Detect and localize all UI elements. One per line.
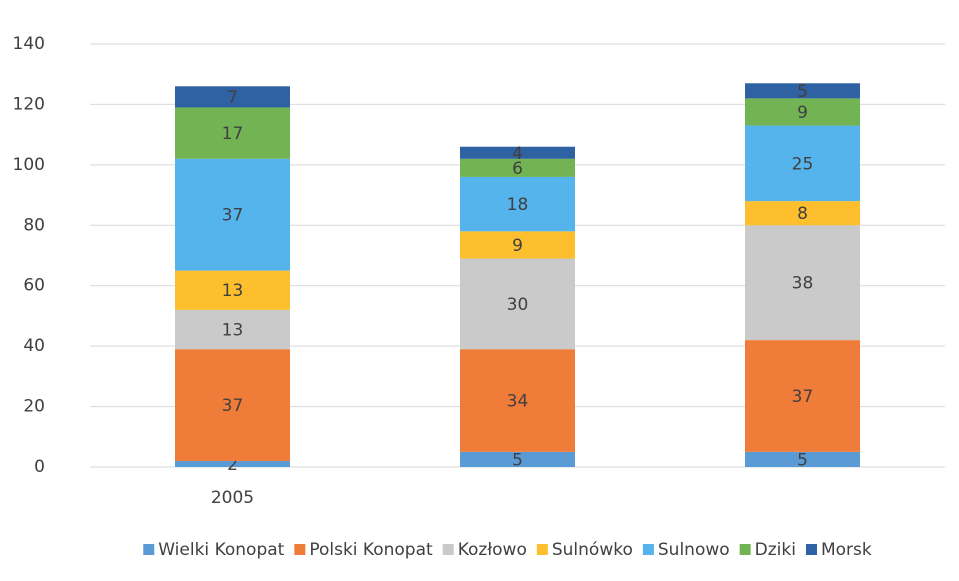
legend-swatch — [143, 544, 155, 555]
legend-swatch — [536, 544, 548, 555]
y-tick-label: 80 — [23, 215, 45, 235]
legend-item: Sulnowo — [642, 540, 730, 560]
y-tick-label: 40 — [23, 336, 45, 356]
bar-segment — [175, 309, 290, 350]
legend-item: Sulnówko — [536, 540, 633, 560]
legend-swatch — [739, 544, 751, 555]
y-tick-label: 0 — [34, 457, 45, 477]
data-label: 7 — [227, 88, 238, 108]
bar-segment — [745, 83, 860, 99]
data-label: 37 — [222, 396, 244, 416]
data-label: 2 — [227, 455, 238, 475]
legend-label: Sulnowo — [658, 540, 730, 560]
data-label: 13 — [222, 321, 244, 341]
legend-item: Morsk — [805, 540, 872, 560]
data-label: 25 — [792, 154, 814, 174]
legend-swatch — [442, 544, 454, 555]
data-label: 6 — [512, 159, 523, 179]
bar-segment — [175, 86, 290, 108]
data-label: 5 — [797, 450, 808, 470]
data-label: 9 — [797, 103, 808, 123]
bar-segment — [745, 451, 860, 467]
y-tick-label: 140 — [13, 34, 45, 54]
data-label: 37 — [222, 206, 244, 226]
data-label: 8 — [797, 204, 808, 224]
bar-segment — [460, 349, 575, 452]
legend-swatch — [294, 544, 306, 555]
data-label: 4 — [512, 144, 523, 164]
y-tick-label: 120 — [13, 94, 45, 114]
y-tick-label: 60 — [23, 276, 45, 296]
bar-segment — [460, 158, 575, 177]
data-label: 38 — [792, 274, 814, 294]
y-tick-label: 100 — [13, 155, 45, 175]
bar-segment — [745, 225, 860, 341]
data-label: 5 — [797, 82, 808, 102]
legend-label: Dziki — [755, 540, 796, 560]
bar-segment — [745, 201, 860, 226]
bar-segment — [745, 98, 860, 126]
bar-segment — [460, 231, 575, 259]
data-label: 13 — [222, 281, 244, 301]
legend-item: Kozłowo — [442, 540, 527, 560]
bar-segment — [460, 146, 575, 159]
legend-item: Dziki — [739, 540, 796, 560]
legend-label: Morsk — [821, 540, 872, 560]
bar-segment — [460, 258, 575, 350]
data-label: 18 — [507, 195, 529, 215]
data-label: 5 — [512, 450, 523, 470]
data-label: 17 — [222, 124, 244, 144]
bar-segment — [175, 460, 290, 467]
data-label: 37 — [792, 387, 814, 407]
legend-item: Polski Konopat — [294, 540, 433, 560]
legend-label: Wielki Konopat — [158, 540, 284, 560]
bar-segment — [175, 158, 290, 271]
bar-segment — [175, 107, 290, 159]
legend-item: Wielki Konopat — [143, 540, 285, 560]
data-label: 9 — [512, 236, 523, 256]
y-tick-label: 20 — [23, 397, 45, 417]
legend-label: Polski Konopat — [309, 540, 433, 560]
bar-segment — [175, 270, 290, 310]
data-label: 34 — [507, 392, 529, 412]
bar-segment — [745, 340, 860, 452]
data-label: 30 — [507, 295, 529, 315]
bar-segment — [745, 125, 860, 202]
legend-swatch — [805, 544, 817, 555]
legend-swatch — [642, 544, 654, 555]
bar-segment — [460, 176, 575, 232]
x-tick-label: 2005 — [211, 488, 254, 508]
legend-label: Kozłowo — [458, 540, 527, 560]
bar-segment — [460, 451, 575, 467]
legend-label: Sulnówko — [552, 540, 633, 560]
bar-segment — [175, 349, 290, 461]
